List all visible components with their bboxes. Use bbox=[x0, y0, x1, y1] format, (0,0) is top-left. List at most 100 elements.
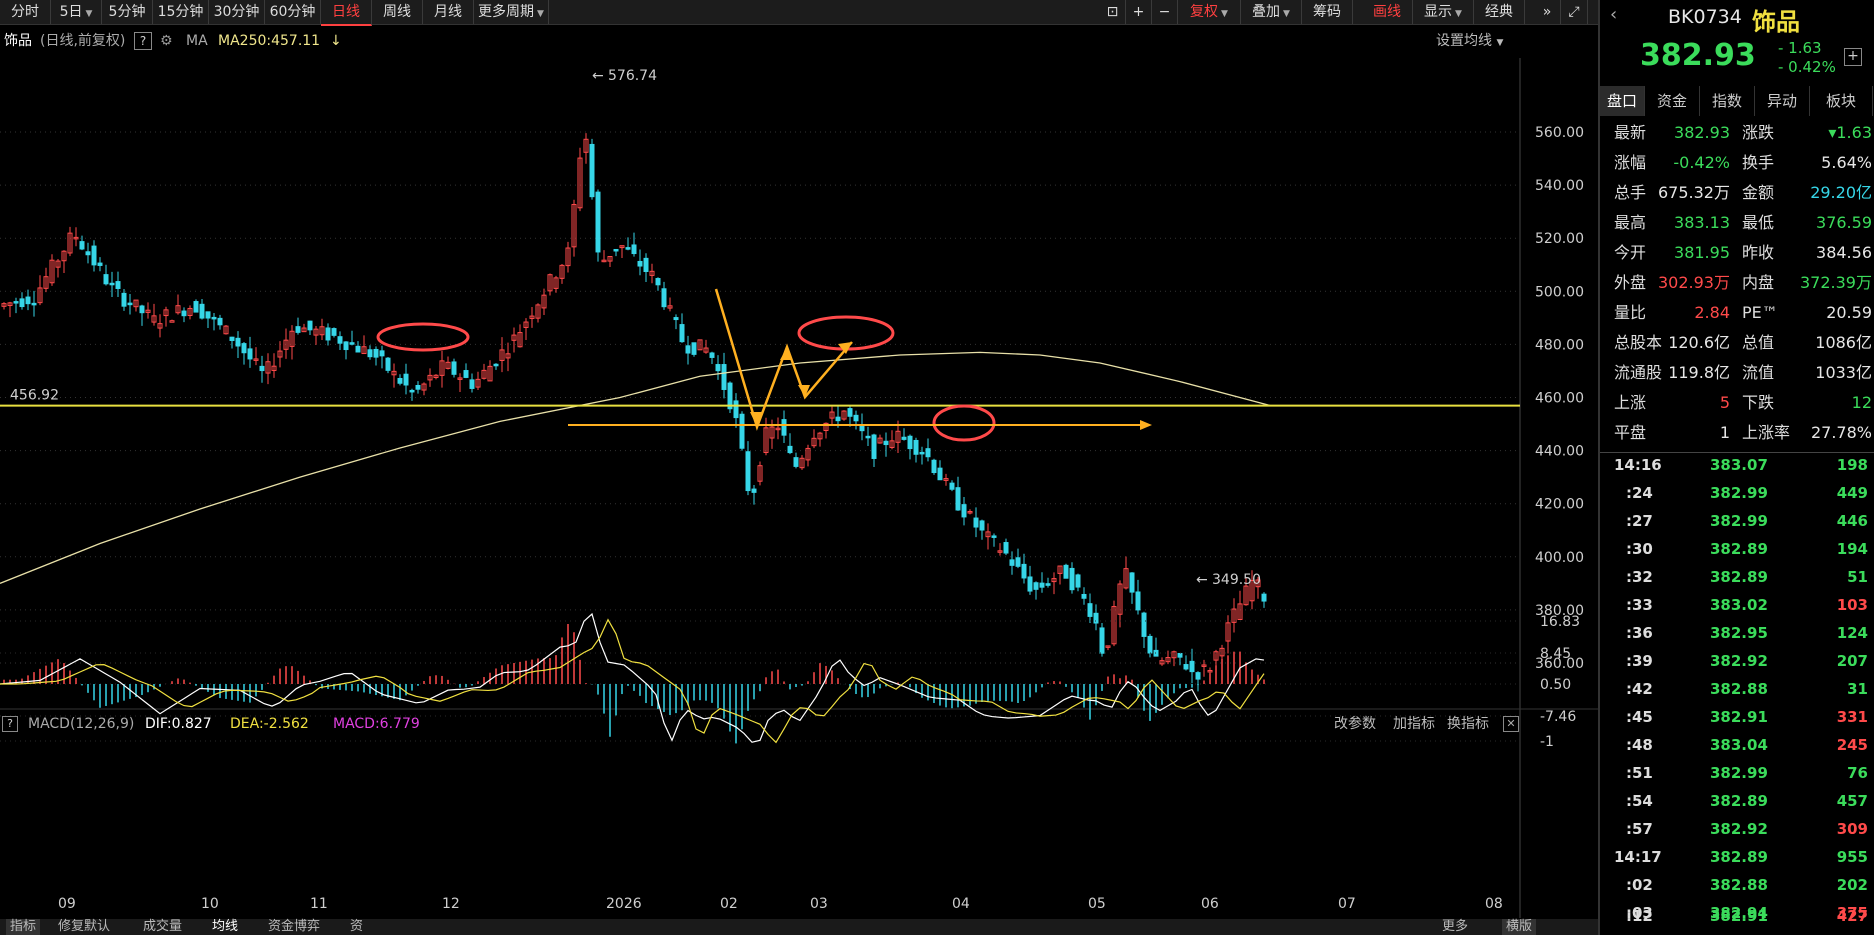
tab-unusual[interactable]: 异动 bbox=[1755, 86, 1810, 116]
fullscreen-icon[interactable]: ⤢ bbox=[1561, 0, 1588, 24]
quote-row: 今开 381.95 昨收 384.56 bbox=[1614, 238, 1872, 268]
tab-landscape[interactable]: 横版 bbox=[1502, 919, 1537, 935]
quote-value: 5 bbox=[1719, 393, 1730, 412]
candle-body bbox=[97, 262, 103, 266]
adjust-button[interactable]: 复权 ▼ bbox=[1178, 0, 1241, 24]
gear-icon[interactable]: ⚙ bbox=[160, 33, 173, 49]
zoom-in-icon[interactable]: + bbox=[1126, 0, 1152, 24]
dea-line bbox=[0, 618, 1265, 744]
candle-body bbox=[919, 451, 925, 455]
candle-body bbox=[283, 339, 289, 350]
kline-chart[interactable]: 456.92 560.00 540.00 520.00 500.00 480.00 460… bbox=[0, 58, 1598, 918]
overlay-button[interactable]: 叠加 ▼ bbox=[1241, 0, 1302, 24]
tick-time: :36 bbox=[1626, 624, 1653, 642]
tick-row: :24 382.99 449 bbox=[1614, 481, 1872, 506]
candle-body bbox=[595, 191, 601, 253]
low-marker-arrow: ← bbox=[1196, 572, 1208, 588]
candle-body bbox=[703, 347, 709, 353]
classic-button[interactable]: 经典 bbox=[1474, 0, 1525, 24]
chart-mode: (日线,前复权) bbox=[40, 33, 126, 49]
tab-restore-default[interactable]: 修复默认 bbox=[58, 919, 111, 934]
tab-sector[interactable]: 板块 bbox=[1810, 86, 1873, 116]
support-line-label: 456.92 bbox=[10, 388, 59, 404]
quote-panel: ‹ BK0734 饰品 382.93 - 1.63 - 0.42% + 盘口 资… bbox=[1598, 0, 1874, 935]
display-label: 显示 bbox=[1424, 4, 1453, 20]
candle-body bbox=[1003, 542, 1009, 554]
candle-body bbox=[421, 383, 427, 391]
help-icon[interactable]: ? bbox=[134, 32, 152, 50]
candle-body bbox=[901, 436, 907, 440]
price-tick-label: 360.00 bbox=[1535, 656, 1584, 672]
macd-dea: DEA:-2.562 bbox=[230, 716, 309, 732]
candle-body bbox=[949, 482, 955, 490]
tab-60min[interactable]: 60分钟 bbox=[265, 0, 321, 24]
candle-body bbox=[511, 334, 517, 341]
draw-line-button[interactable]: 画线 bbox=[1362, 0, 1413, 24]
tab-ma[interactable]: 均线 bbox=[212, 919, 239, 934]
candle-body bbox=[787, 445, 793, 454]
tick-row: :54 382.89 457 bbox=[1614, 789, 1872, 814]
tick-volume: 446 bbox=[1836, 512, 1868, 530]
tab-15min[interactable]: 15分钟 bbox=[153, 0, 209, 24]
tab-more-fund[interactable]: 资 bbox=[350, 919, 364, 934]
quote-value: 5.64% bbox=[1821, 153, 1872, 172]
fast-forward-icon[interactable]: » bbox=[1534, 0, 1561, 24]
candle-body bbox=[955, 487, 961, 511]
quote-label: 最低 bbox=[1742, 213, 1775, 232]
lock-icon[interactable]: ⊡ bbox=[1100, 0, 1126, 24]
tab-intraday[interactable]: 分时 bbox=[0, 0, 51, 24]
tab-fund-game[interactable]: 资金博弈 bbox=[268, 919, 321, 934]
candle-body bbox=[829, 411, 835, 419]
add-watchlist-icon[interactable]: + bbox=[1844, 48, 1862, 66]
tick-time: :27 bbox=[1626, 512, 1653, 530]
candle-body bbox=[547, 274, 553, 292]
tick-time: :02 bbox=[1626, 876, 1653, 894]
quote-value: 384.56 bbox=[1816, 243, 1872, 262]
tab-order-book[interactable]: 盘口 bbox=[1600, 86, 1645, 116]
prev-stock-icon[interactable]: ‹ bbox=[1610, 4, 1618, 25]
quote-label: 涨跌 bbox=[1742, 123, 1775, 142]
tab-more-periods[interactable]: 更多周期 ▼ bbox=[474, 0, 549, 24]
tab-monthly[interactable]: 月线 bbox=[423, 0, 474, 24]
tick-price: 383.04 bbox=[1710, 736, 1768, 754]
chips-button[interactable]: 筹码 bbox=[1302, 0, 1353, 24]
quote-label: 下跌 bbox=[1742, 393, 1775, 412]
tab-index[interactable]: 指数 bbox=[1700, 86, 1755, 116]
tab-30min[interactable]: 30分钟 bbox=[209, 0, 265, 24]
change-params-button[interactable]: 改参数 bbox=[1334, 716, 1376, 732]
candle-body bbox=[643, 257, 649, 273]
tab-5min[interactable]: 5分钟 bbox=[102, 0, 153, 24]
tab-volume[interactable]: 成交量 bbox=[143, 919, 183, 934]
tick-row: 14:16 383.07 198 bbox=[1614, 453, 1872, 478]
candle-body bbox=[505, 353, 511, 359]
tick-volume: 375 bbox=[1836, 904, 1868, 922]
adjust-label: 复权 bbox=[1190, 4, 1219, 20]
tab-weekly[interactable]: 周线 bbox=[372, 0, 423, 24]
candle-body bbox=[121, 292, 127, 307]
tab-indicator[interactable]: 指标 bbox=[6, 919, 41, 935]
candle-body bbox=[745, 451, 751, 492]
tab-5day[interactable]: 5日 ▼ bbox=[51, 0, 102, 24]
help-icon[interactable]: ? bbox=[2, 716, 18, 732]
candle-body bbox=[727, 382, 733, 410]
display-button[interactable]: 显示 ▼ bbox=[1413, 0, 1474, 24]
ma-settings-button[interactable]: 设置均线 ▼ bbox=[1436, 27, 1503, 57]
divider bbox=[1600, 452, 1874, 453]
tick-time: :32 bbox=[1626, 568, 1653, 586]
candle-body bbox=[817, 432, 823, 440]
quote-label: 内盘 bbox=[1742, 273, 1775, 292]
candle-body bbox=[343, 341, 349, 351]
candle-body bbox=[1099, 627, 1105, 654]
ma-arrow-icon: ↓ bbox=[330, 33, 342, 49]
candle-body bbox=[13, 301, 19, 304]
zoom-out-icon[interactable]: − bbox=[1152, 0, 1178, 24]
add-indicator-button[interactable]: 加指标 bbox=[1393, 716, 1435, 732]
quote-row: 总手 675.32万 金额 29.20亿 bbox=[1614, 178, 1872, 208]
ma250-line bbox=[0, 351, 1271, 584]
close-icon[interactable]: ✕ bbox=[1503, 716, 1519, 732]
tab-funds[interactable]: 资金 bbox=[1645, 86, 1700, 116]
tab-more[interactable]: 更多 bbox=[1442, 919, 1469, 934]
switch-indicator-button[interactable]: 换指标 bbox=[1447, 716, 1489, 732]
tab-daily[interactable]: 日线 bbox=[321, 0, 372, 26]
candle-body bbox=[631, 244, 637, 255]
